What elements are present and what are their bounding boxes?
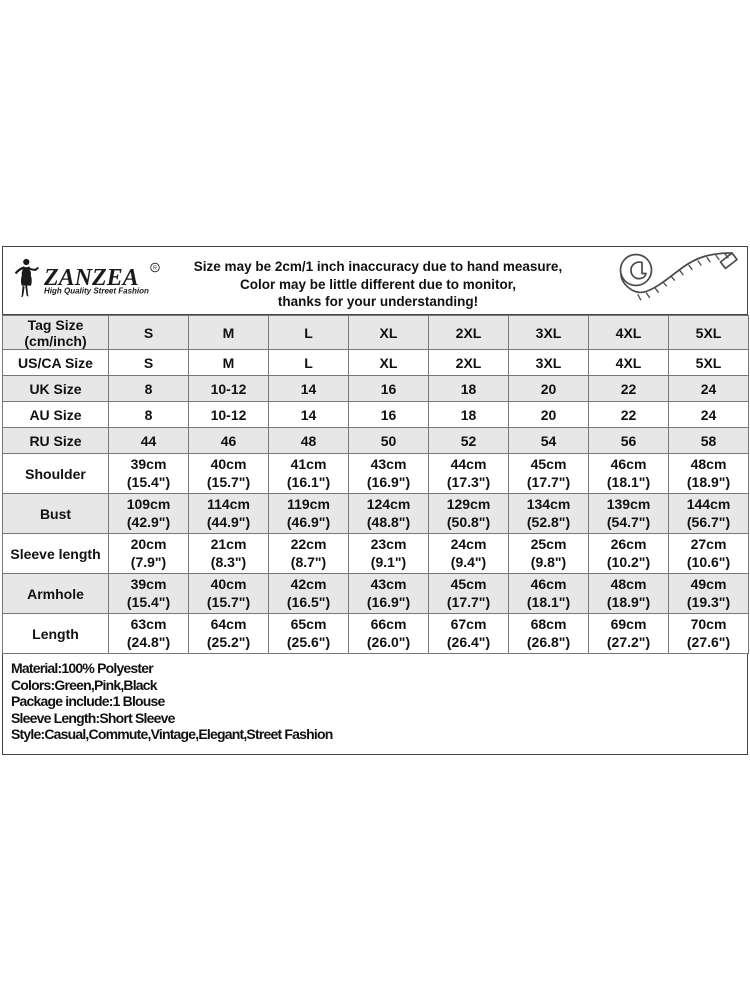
svg-text:High Quality Street Fashion: High Quality Street Fashion [44, 287, 149, 296]
